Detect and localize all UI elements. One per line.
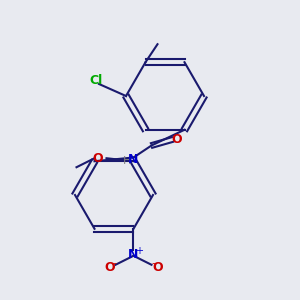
Text: O: O	[172, 133, 182, 146]
Text: Cl: Cl	[89, 74, 103, 88]
Text: +: +	[136, 246, 143, 256]
Text: N: N	[128, 248, 139, 261]
Text: -: -	[112, 258, 116, 268]
Text: O: O	[92, 152, 103, 165]
Text: -: -	[151, 258, 155, 268]
Text: O: O	[104, 261, 115, 274]
Text: N: N	[128, 152, 138, 166]
Text: O: O	[152, 261, 163, 274]
Text: H: H	[123, 155, 132, 166]
